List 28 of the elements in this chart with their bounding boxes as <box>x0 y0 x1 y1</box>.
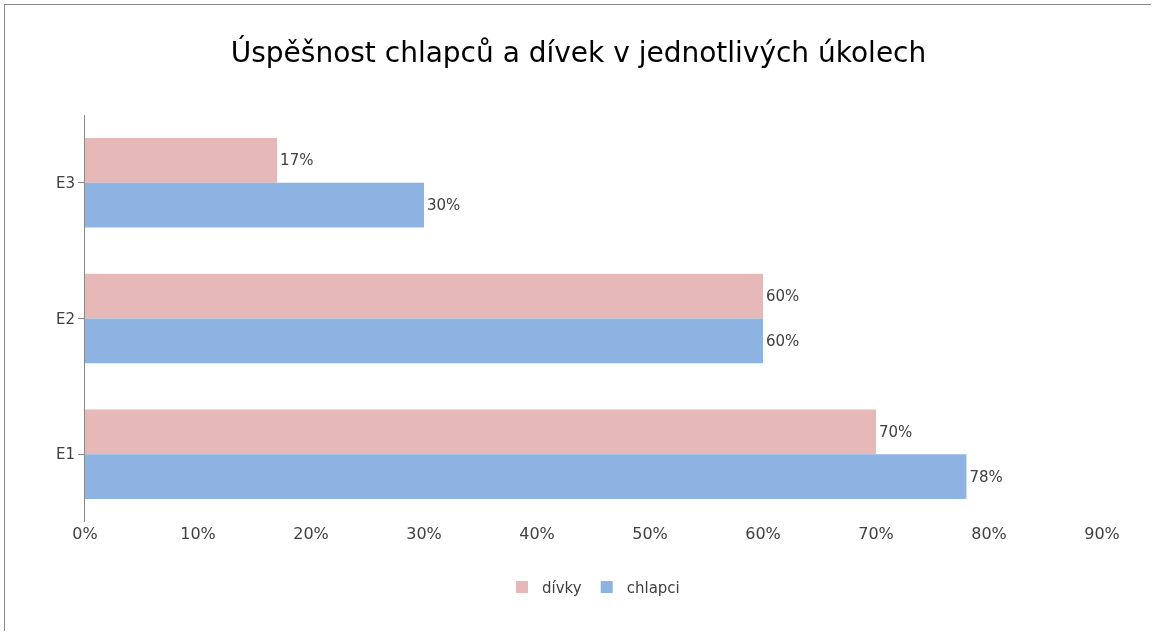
bar <box>85 138 278 183</box>
data-label: 60% <box>766 331 800 350</box>
data-label: 70% <box>879 422 913 441</box>
x-tick-label: 0% <box>72 524 98 543</box>
x-tick-label: 90% <box>1084 524 1120 543</box>
x-tick-label: 20% <box>293 524 329 543</box>
bar <box>85 273 763 319</box>
bar <box>85 318 763 364</box>
data-label: 78% <box>969 467 1003 486</box>
bar <box>85 409 876 455</box>
x-tick-label: 70% <box>858 524 894 543</box>
chart-title: Úspěšnost chlapců a dívek v jednotlivých úkolech <box>230 35 927 70</box>
data-label: 17% <box>280 151 314 170</box>
y-tick-label: E2 <box>55 309 75 328</box>
x-tick-label: 60% <box>745 524 781 543</box>
bar <box>85 182 424 228</box>
x-tick-label: 40% <box>519 524 555 543</box>
x-tick-label: 80% <box>971 524 1007 543</box>
data-label: 60% <box>766 287 800 306</box>
legend-label: chlapci <box>626 578 680 597</box>
x-tick-label: 50% <box>632 524 668 543</box>
bar <box>85 454 967 499</box>
data-label: 30% <box>427 196 461 215</box>
x-tick-label: 30% <box>406 524 442 543</box>
legend-label: dívky <box>542 578 582 597</box>
y-tick-label: E3 <box>55 174 75 193</box>
y-tick-label: E1 <box>55 445 75 464</box>
x-tick-label: 10% <box>180 524 216 543</box>
